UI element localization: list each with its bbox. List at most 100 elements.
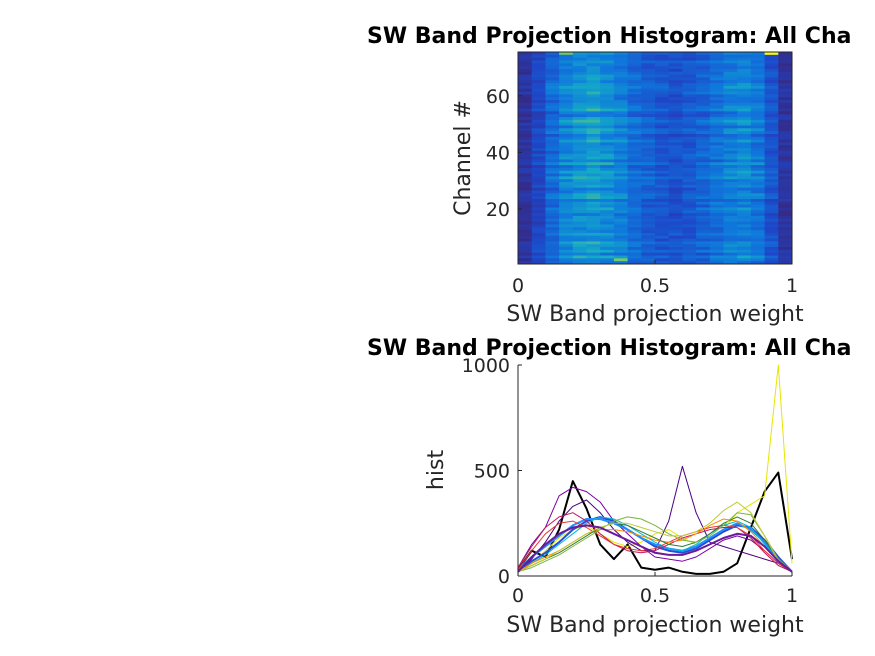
heatmap-cell [668,258,683,262]
heatmap-cell [668,179,683,183]
heatmap-cell [531,213,546,217]
heatmap-cell [723,193,738,197]
heatmap-cell [750,207,766,211]
heatmap-cell [764,74,779,78]
heatmap-cell [572,249,587,254]
heatmap-cell [641,119,656,124]
heatmap-cell [723,173,738,177]
heatmap-cell [600,238,615,242]
heatmap-cell [737,57,752,61]
heatmap-cell [586,128,601,132]
heatmap-cell [572,230,587,234]
heatmap-cell [696,153,711,158]
heatmap-cell [559,88,574,93]
heatmap-cell [627,119,642,124]
heatmap-cell [600,88,615,93]
heatmap-cell [613,117,629,121]
heatmap-cell [531,131,546,135]
heatmap-cell [572,215,587,220]
heatmap-cell [572,193,587,197]
heatmap-cell [600,184,615,189]
heatmap-cell [668,133,683,138]
heatmap-cell [627,227,642,231]
heatmap-cell [709,136,724,141]
heatmap-cell [655,150,670,155]
heatmap-cell [682,221,697,225]
heatmap-cell [531,80,546,84]
heatmap-cell [709,119,724,124]
heatmap-cell [531,207,546,211]
heatmap-cell [723,258,738,262]
heatmap-cell [531,173,546,177]
heatmap-cell [600,165,615,169]
heatmap-cell [641,57,656,61]
heatmap-cell [682,207,697,211]
heatmap-cell [737,170,752,175]
heatmap-cell [764,255,779,259]
heatmap-cell [709,193,724,197]
heatmap-cell [682,88,697,93]
heatmap-cell [641,136,656,141]
heatmap-cell [682,244,697,248]
heatmap-cell [764,252,779,257]
heatmap-cell [613,227,629,231]
heatmap-cell [655,204,670,208]
histogram-series [517,364,793,575]
heatmap-cell [641,165,656,169]
heatmap-cell [518,136,533,141]
heatmap-cell [545,190,560,194]
heatmap-cell [572,182,587,186]
heatmap-cell [696,213,711,217]
heatmap-cell [627,125,642,129]
heatmap-cell [655,105,670,110]
heatmap-cell [723,156,738,160]
heatmap-cell [531,255,546,259]
heatmap-cell [764,230,779,234]
heatmap-cell [600,193,615,197]
heatmap-cell [627,102,642,107]
heatmap-cell [682,179,697,183]
heatmap-cell [696,60,711,64]
heatmap-cell [518,85,533,90]
heatmap-cell [613,142,629,146]
heatmap-cell [764,244,779,248]
heatmap-cell [655,156,670,160]
heatmap-cell [545,224,560,228]
heatmap-cell [696,97,711,101]
heatmap-cell [559,117,574,121]
heatmap-cell [572,176,587,180]
heatmap-cell [655,145,670,149]
heatmap-cell [600,125,615,129]
heatmap-cell [531,182,546,186]
heatmap-cell [764,131,779,135]
heatmap-cell [764,261,779,265]
heatmap-cell [613,165,629,169]
heatmap-cell [668,170,683,175]
heatmap-cell [750,57,766,61]
heatmap-cell [641,187,656,192]
heatmap-cell [696,54,711,59]
heatmap-cell [709,63,724,67]
heatmap-cell [764,91,779,95]
heatmap-cell [600,85,615,90]
heatmap-cell [696,117,711,121]
heatmap-cell [545,198,560,203]
heatmap-cell [709,213,724,217]
heatmap-cell [627,167,642,172]
heatmap-cell [778,71,793,76]
heatmap-cell [559,60,574,64]
heatmap-cell [518,102,533,107]
heatmap-cell [641,224,656,228]
heatmap-cell [778,247,793,251]
heatmap-cell [682,165,697,169]
heatmap-cell [518,150,533,155]
heatmap-cell [613,198,629,203]
heatmap-cell [709,241,724,245]
heatmap-cell [778,182,793,186]
heatmap-cell [586,170,601,175]
heatmap-cell [518,63,533,67]
heatmap-cell [696,196,711,200]
heatmap-cell [655,142,670,146]
heatmap-cell [572,136,587,141]
heatmap-cell [655,60,670,64]
